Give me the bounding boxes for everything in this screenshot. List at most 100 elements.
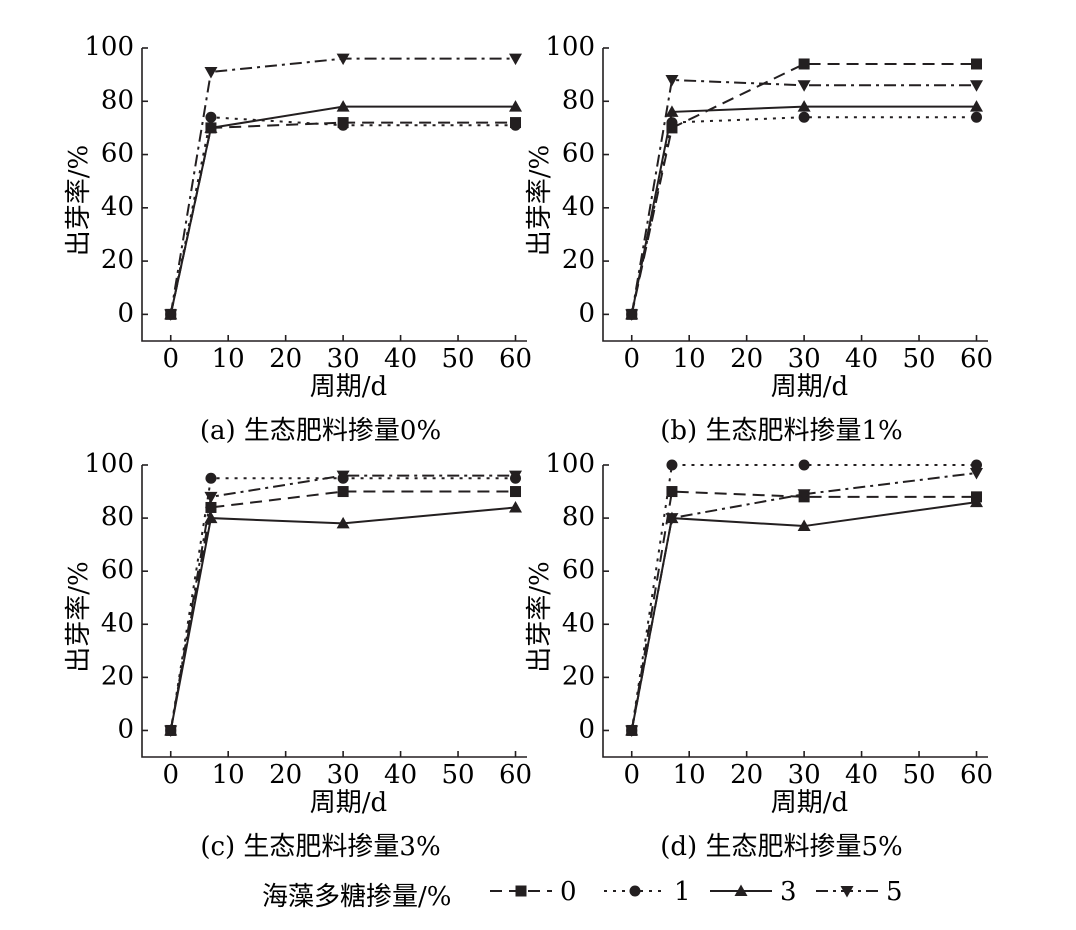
x-tick-label: 20 xyxy=(730,344,763,374)
series-line xyxy=(630,105,977,315)
series-0 xyxy=(626,58,983,320)
y-tick-label: 80 xyxy=(562,502,595,532)
data-point xyxy=(625,725,639,737)
data-point xyxy=(665,105,679,117)
data-point xyxy=(798,111,810,123)
x-tick-label: 60 xyxy=(499,344,532,374)
legend-entry-1: 1 xyxy=(604,877,691,907)
series-line xyxy=(630,78,977,315)
x-axis-label: 周期/d xyxy=(771,372,848,402)
data-point xyxy=(509,53,523,66)
legend-entry-5: 5 xyxy=(816,877,903,907)
x-tick-label: 60 xyxy=(960,344,993,374)
legend-marker xyxy=(515,885,527,897)
y-tick-label: 100 xyxy=(545,449,595,479)
y-tick-label: 40 xyxy=(562,192,595,222)
x-tick-label: 10 xyxy=(212,344,245,374)
x-tick-label: 50 xyxy=(441,344,474,374)
y-tick-label: 60 xyxy=(101,139,134,169)
panel-title: (d) 生态肥料掺量5% xyxy=(660,832,902,862)
x-tick-label: 30 xyxy=(327,344,360,374)
series-line xyxy=(169,57,516,315)
data-point xyxy=(798,58,810,70)
y-axis-label: 出芽率/% xyxy=(525,145,555,256)
data-point xyxy=(797,519,811,532)
series-line xyxy=(630,490,977,731)
legend-title: 海藻多糖掺量/% xyxy=(262,882,451,912)
data-point xyxy=(204,66,218,79)
series-3 xyxy=(625,495,984,736)
x-tick-label: 30 xyxy=(327,760,360,790)
x-tick-label: 0 xyxy=(623,344,640,374)
y-tick-label: 100 xyxy=(545,32,595,62)
series-line xyxy=(169,121,516,315)
x-tick-label: 40 xyxy=(845,344,878,374)
data-point xyxy=(970,100,984,112)
y-tick-label: 100 xyxy=(84,32,134,62)
data-point xyxy=(797,100,811,112)
series-line xyxy=(630,501,977,731)
data-point xyxy=(337,486,349,498)
data-point xyxy=(509,100,523,112)
data-point xyxy=(336,470,350,483)
y-axis-label: 出芽率/% xyxy=(525,561,555,672)
x-tick-label: 0 xyxy=(162,760,179,790)
y-tick-label: 100 xyxy=(84,449,134,479)
y-tick-label: 0 xyxy=(578,714,595,744)
chart-panel: 0 20 40 60 80 100 0 10 20 30 40 50 60 周期/d 出芽率/% (c) 生态… xyxy=(64,449,532,862)
chart-panel: 0 20 40 60 80 100 0 10 20 30 40 50 60 周期/d 出芽率/% (a) 生态… xyxy=(64,32,532,446)
y-tick-label: 60 xyxy=(101,555,134,585)
series-5 xyxy=(625,467,984,737)
series-line xyxy=(630,464,977,731)
series-line xyxy=(630,471,977,731)
y-tick-label: 20 xyxy=(101,661,134,691)
data-point xyxy=(665,513,679,525)
data-point xyxy=(971,58,983,70)
axis-frame xyxy=(141,465,527,758)
x-tick-label: 50 xyxy=(441,760,474,790)
y-tick-label: 80 xyxy=(101,502,134,532)
series-3 xyxy=(164,100,523,320)
data-point xyxy=(970,80,984,92)
series-line xyxy=(630,116,977,315)
data-point xyxy=(205,501,217,513)
axis-frame xyxy=(141,48,527,342)
x-tick-label: 30 xyxy=(788,344,821,374)
y-tick-label: 80 xyxy=(562,85,595,115)
panel-title: (a) 生态肥料掺量0% xyxy=(200,416,441,446)
legend-entry-3: 3 xyxy=(710,877,797,907)
axis-frame xyxy=(602,48,988,342)
data-point xyxy=(510,119,522,131)
x-tick-label: 40 xyxy=(384,760,417,790)
data-point xyxy=(625,309,639,321)
x-tick-label: 0 xyxy=(623,760,640,790)
x-tick-label: 30 xyxy=(788,760,821,790)
y-tick-label: 0 xyxy=(117,298,134,328)
x-axis-label: 周期/d xyxy=(771,788,848,818)
data-point xyxy=(204,511,218,524)
panel-title: (b) 生态肥料掺量1% xyxy=(660,416,902,446)
x-tick-label: 50 xyxy=(902,344,935,374)
data-point xyxy=(164,725,178,737)
series-3 xyxy=(625,100,984,320)
x-tick-label: 10 xyxy=(673,344,706,374)
series-5 xyxy=(625,74,984,321)
data-point xyxy=(336,100,350,112)
x-tick-label: 20 xyxy=(269,760,302,790)
data-point xyxy=(336,53,350,66)
x-tick-label: 20 xyxy=(269,344,302,374)
legend: 海藻多糖掺量/% 0 1 3 5 xyxy=(262,877,903,912)
series-line xyxy=(169,116,516,315)
axis-frame xyxy=(602,465,988,758)
x-tick-label: 50 xyxy=(902,760,935,790)
y-tick-label: 40 xyxy=(562,608,595,638)
y-tick-label: 20 xyxy=(562,661,595,691)
data-point xyxy=(970,467,984,480)
y-tick-label: 20 xyxy=(101,245,134,275)
data-point xyxy=(205,472,217,484)
x-tick-label: 10 xyxy=(212,760,245,790)
series-0 xyxy=(165,117,522,320)
data-point xyxy=(666,459,678,471)
series-line xyxy=(169,506,516,731)
